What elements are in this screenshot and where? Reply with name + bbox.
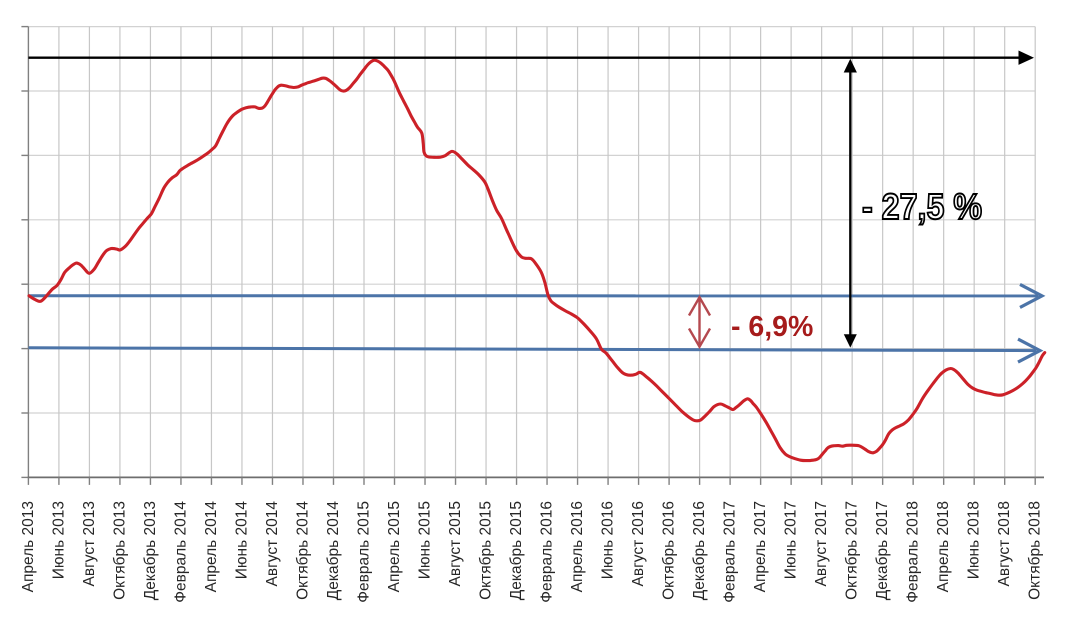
svg-text:Декабрь 2016: Декабрь 2016: [691, 501, 708, 600]
svg-text:Декабрь 2013: Декабрь 2013: [142, 501, 159, 600]
svg-text:Декабрь 2014: Декабрь 2014: [325, 501, 342, 601]
svg-text:Апрель 2013: Апрель 2013: [20, 501, 37, 592]
svg-text:Апрель 2016: Апрель 2016: [569, 501, 586, 592]
svg-text:Август 2018: Август 2018: [996, 501, 1013, 586]
svg-text:Октябрь 2017: Октябрь 2017: [844, 501, 861, 600]
svg-text:Июнь 2017: Июнь 2017: [783, 501, 800, 579]
svg-text:Апрель 2015: Апрель 2015: [386, 501, 403, 592]
svg-text:Август 2017: Август 2017: [813, 501, 830, 586]
svg-text:Апрель 2014: Апрель 2014: [203, 501, 220, 593]
svg-text:- 6,9%: - 6,9%: [731, 311, 813, 343]
svg-text:Октябрь 2013: Октябрь 2013: [111, 501, 128, 600]
svg-text:Июнь 2014: Июнь 2014: [233, 501, 250, 580]
svg-text:Октябрь 2014: Октябрь 2014: [294, 501, 311, 600]
svg-text:- 27,5 %: - 27,5 %: [862, 186, 982, 227]
svg-text:Июнь 2013: Июнь 2013: [50, 501, 67, 579]
svg-text:Октябрь 2015: Октябрь 2015: [478, 501, 495, 600]
svg-text:Август 2016: Август 2016: [630, 501, 647, 586]
svg-text:Август 2013: Август 2013: [81, 501, 98, 586]
svg-text:Октябрь 2018: Октябрь 2018: [1027, 501, 1044, 600]
svg-text:Февраль 2015: Февраль 2015: [356, 501, 373, 603]
svg-text:Август 2014: Август 2014: [264, 501, 281, 587]
svg-text:Декабрь 2017: Декабрь 2017: [874, 501, 891, 600]
svg-text:Апрель 2017: Апрель 2017: [752, 501, 769, 592]
svg-text:Февраль 2017: Февраль 2017: [722, 501, 739, 603]
svg-text:Июнь 2018: Июнь 2018: [966, 501, 983, 579]
svg-text:Декабрь 2015: Декабрь 2015: [508, 501, 525, 600]
svg-text:Июнь 2016: Июнь 2016: [600, 501, 617, 579]
svg-text:Август 2015: Август 2015: [447, 501, 464, 586]
svg-text:Июнь 2015: Июнь 2015: [417, 501, 434, 579]
svg-text:Февраль 2018: Февраль 2018: [905, 501, 922, 603]
svg-text:Февраль 2016: Февраль 2016: [539, 501, 556, 603]
svg-text:Октябрь 2016: Октябрь 2016: [661, 501, 678, 600]
svg-text:Апрель 2018: Апрель 2018: [935, 501, 952, 592]
svg-text:Февраль 2014: Февраль 2014: [172, 501, 189, 603]
